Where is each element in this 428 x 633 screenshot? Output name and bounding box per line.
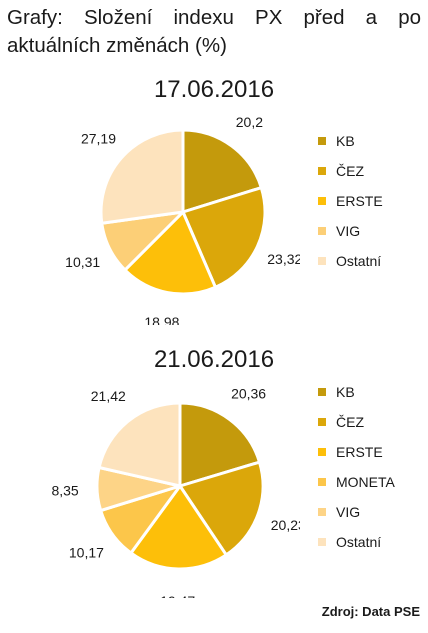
legend-item-kb: KB	[318, 126, 383, 156]
pie-slice-kb	[178, 401, 261, 488]
legend-item-vig: VIG	[318, 497, 395, 527]
chart-2-pie: 20,36 20,23 19,47 10,17 8,35 21,42	[51, 386, 300, 598]
pie-slice-ostatní	[97, 401, 182, 488]
legend-swatch	[318, 508, 326, 516]
legend-swatch	[318, 448, 326, 456]
data-label-moneta: 10,17	[69, 545, 104, 561]
data-label-vig: 8,35	[51, 482, 78, 498]
data-label-kb: 20,2	[236, 114, 263, 130]
legend-swatch	[318, 257, 326, 265]
header-word: před	[303, 6, 345, 29]
legend-swatch	[318, 418, 326, 426]
header-line-1: Grafy: Složení indexu PX před a po	[7, 4, 421, 32]
legend-item-erste: ERSTE	[318, 186, 383, 216]
header-line-2: aktuálních změnách (%)	[7, 34, 227, 57]
legend-item-vig: VIG	[318, 216, 383, 246]
data-label-vig: 10,31	[65, 254, 100, 270]
legend-swatch	[318, 197, 326, 205]
legend-label: ČEZ	[336, 414, 364, 430]
legend-label: VIG	[336, 223, 361, 239]
pie-slice-erste	[123, 210, 217, 296]
data-label-kb: 20,36	[231, 386, 266, 402]
legend-label: Ostatní	[336, 253, 382, 269]
header-word: Grafy:	[7, 6, 63, 29]
chart-1-title: 17.06.2016	[153, 76, 275, 103]
legend-label: KB	[336, 384, 355, 400]
legend-item-erste: ERSTE	[318, 437, 395, 467]
page-header: Grafy: Složení indexu PX před a po aktuá…	[7, 4, 421, 60]
legend-swatch	[318, 388, 326, 396]
legend-item-ostatní: Ostatní	[318, 246, 383, 276]
header-word: a	[365, 6, 378, 29]
data-label-čez: 23,32	[267, 251, 300, 267]
legend-item-čez: ČEZ	[318, 156, 383, 186]
legend-label: ČEZ	[336, 163, 364, 179]
pie-slice-ostatní	[99, 128, 185, 225]
legend-swatch	[318, 167, 326, 175]
pie-slice-čez	[181, 186, 267, 289]
legend-label: ERSTE	[336, 444, 383, 460]
source-note: Zdroj: Data PSE	[321, 604, 420, 619]
legend-swatch	[318, 227, 326, 235]
pie-slice-erste	[129, 484, 228, 571]
legend-item-čez: ČEZ	[318, 407, 395, 437]
legend-item-kb: KB	[318, 377, 395, 407]
legend-item-ostatní: Ostatní	[318, 527, 395, 557]
data-label-ostatní: 27,19	[81, 130, 116, 146]
legend-label: ERSTE	[336, 193, 383, 209]
legend-label: MONETA	[336, 474, 395, 490]
legend-item-moneta: MONETA	[318, 467, 395, 497]
header-word: po	[398, 6, 421, 29]
pie-slice-čez	[178, 460, 265, 557]
legend-swatch	[318, 538, 326, 546]
chart-1-pie: 20,2 23,32 18,98 10,31 27,19	[65, 114, 300, 325]
chart-1-legend: KB ČEZ ERSTE VIG Ostatní	[318, 126, 383, 276]
data-label-erste: 18,98	[144, 314, 179, 325]
legend-swatch	[318, 478, 326, 486]
legend-label: Ostatní	[336, 534, 382, 550]
legend-swatch	[318, 137, 326, 145]
data-label-erste: 19,47	[160, 593, 195, 598]
chart-2-legend: KB ČEZ ERSTE MONETA VIG Ostatní	[318, 377, 395, 557]
data-label-čez: 20,23	[271, 517, 300, 533]
legend-label: VIG	[336, 504, 361, 520]
data-label-ostatní: 21,42	[91, 388, 126, 404]
header-word: Složení	[83, 6, 153, 29]
chart-2-title: 21.06.2016	[153, 346, 275, 373]
header-word: indexu	[173, 6, 234, 29]
header-word: PX	[255, 6, 283, 29]
legend-label: KB	[336, 133, 355, 149]
pie-slice-kb	[181, 128, 263, 214]
